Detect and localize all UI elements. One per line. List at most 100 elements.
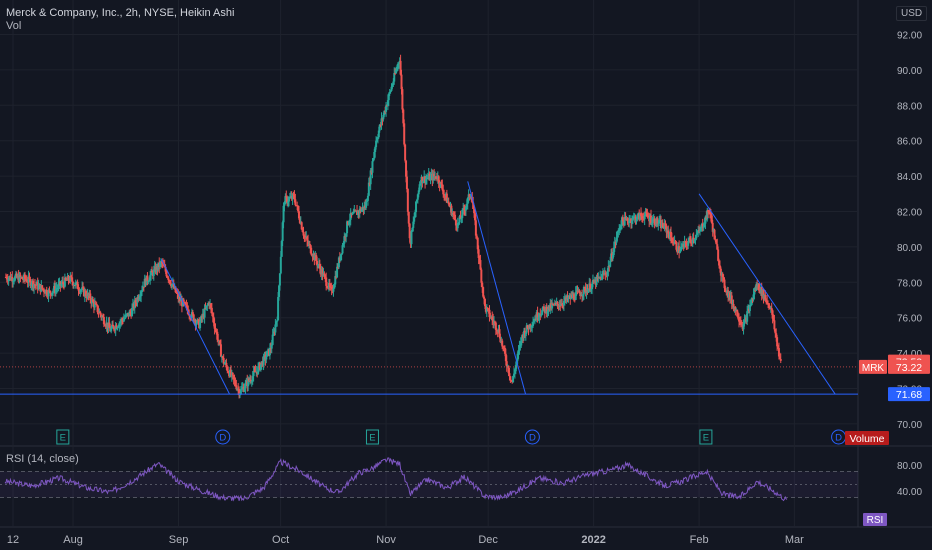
candle-body bbox=[117, 326, 120, 328]
candle-body bbox=[475, 235, 478, 238]
candle-body bbox=[502, 346, 505, 348]
candle-body bbox=[129, 311, 132, 314]
candle-body bbox=[174, 286, 177, 293]
candle-body bbox=[774, 329, 777, 334]
candle-body bbox=[540, 314, 543, 316]
candle-body bbox=[508, 373, 511, 377]
earnings-marker-icon bbox=[365, 429, 379, 445]
candle-body bbox=[737, 316, 740, 319]
candle-body bbox=[19, 274, 22, 278]
candle-body bbox=[352, 212, 355, 214]
candle-body bbox=[5, 277, 8, 280]
dividend-marker-label: D bbox=[219, 433, 226, 444]
candle-body bbox=[775, 333, 778, 338]
candle-body bbox=[411, 227, 414, 232]
candle-body bbox=[100, 314, 103, 318]
candle-body bbox=[388, 91, 391, 94]
candle-body bbox=[620, 217, 623, 226]
rsi-y-tick-label: 40.00 bbox=[897, 487, 922, 498]
volume-indicator-label[interactable]: Vol bbox=[6, 20, 22, 32]
candle-body bbox=[206, 305, 209, 307]
y-tick-label: 90.00 bbox=[897, 66, 922, 77]
candle-body bbox=[286, 196, 289, 203]
candle-body bbox=[437, 176, 440, 184]
candle-body bbox=[452, 213, 455, 215]
candle-body bbox=[542, 306, 545, 309]
x-tick-label: Mar bbox=[785, 534, 804, 546]
candle-body bbox=[301, 229, 304, 233]
candle-body bbox=[581, 294, 584, 296]
candle-body bbox=[395, 67, 398, 70]
candle-body bbox=[120, 319, 123, 322]
candle-body bbox=[190, 312, 193, 318]
currency-label[interactable]: USD bbox=[896, 6, 928, 21]
candle-body bbox=[776, 337, 779, 347]
candle-body bbox=[330, 287, 333, 290]
candle-body bbox=[141, 286, 144, 291]
candle-body bbox=[266, 351, 269, 357]
candle-body bbox=[445, 193, 448, 203]
candle-body bbox=[271, 334, 274, 345]
candle-body bbox=[529, 324, 532, 328]
candle-body bbox=[165, 271, 168, 277]
candle-body bbox=[696, 233, 699, 235]
candle-body bbox=[373, 152, 376, 159]
candle-body bbox=[47, 290, 50, 297]
candle-body bbox=[287, 198, 290, 202]
candle-body bbox=[138, 297, 141, 300]
candle-body bbox=[136, 297, 139, 303]
trendline bbox=[161, 259, 231, 395]
candle-body bbox=[415, 201, 418, 213]
candle-body bbox=[300, 222, 303, 230]
candle-body bbox=[664, 223, 667, 226]
candle-body bbox=[111, 324, 114, 327]
candle-body bbox=[210, 307, 213, 314]
candle-body bbox=[407, 211, 410, 224]
dividend-marker-icon bbox=[524, 429, 540, 445]
candle-body bbox=[182, 299, 185, 303]
candle-body bbox=[658, 220, 661, 224]
candle-body bbox=[578, 290, 581, 294]
candle-body bbox=[77, 288, 80, 291]
candle-body bbox=[405, 160, 408, 177]
candle-body bbox=[343, 236, 346, 244]
x-tick-label: 12 bbox=[7, 534, 19, 546]
candle-body bbox=[92, 299, 95, 302]
candle-body bbox=[653, 218, 656, 225]
candle-body bbox=[679, 246, 682, 252]
candle-body bbox=[369, 170, 372, 185]
candle-body bbox=[572, 294, 575, 300]
trendline bbox=[698, 193, 836, 395]
candle-body bbox=[454, 214, 457, 220]
candle-body bbox=[108, 322, 111, 328]
candle-body bbox=[498, 329, 501, 338]
candle-body bbox=[478, 257, 481, 261]
candle-body bbox=[386, 100, 389, 106]
candle-body bbox=[630, 220, 633, 224]
candle-body bbox=[553, 303, 556, 306]
candle-body bbox=[54, 288, 57, 293]
candle-body bbox=[205, 305, 208, 309]
candle-body bbox=[403, 123, 406, 145]
candle-body bbox=[134, 300, 137, 303]
candle-body bbox=[71, 277, 74, 282]
candle-body bbox=[280, 241, 283, 257]
candle-body bbox=[276, 320, 279, 322]
candle-body bbox=[204, 308, 207, 310]
candle-body bbox=[283, 204, 286, 206]
candle-body bbox=[172, 283, 175, 289]
candle-body bbox=[43, 289, 46, 293]
candle-body bbox=[367, 182, 370, 196]
candle-body bbox=[73, 285, 76, 287]
candle-body bbox=[685, 241, 688, 245]
candle-body bbox=[112, 326, 115, 330]
y-tick-label: 82.00 bbox=[897, 208, 922, 219]
candle-body bbox=[23, 274, 26, 279]
candle-body bbox=[170, 284, 173, 287]
candle-body bbox=[387, 93, 390, 101]
rsi-indicator-label[interactable]: RSI (14, close) bbox=[6, 453, 79, 465]
candle-body bbox=[150, 270, 153, 276]
candle-body bbox=[697, 230, 700, 234]
candle-body bbox=[375, 140, 378, 148]
